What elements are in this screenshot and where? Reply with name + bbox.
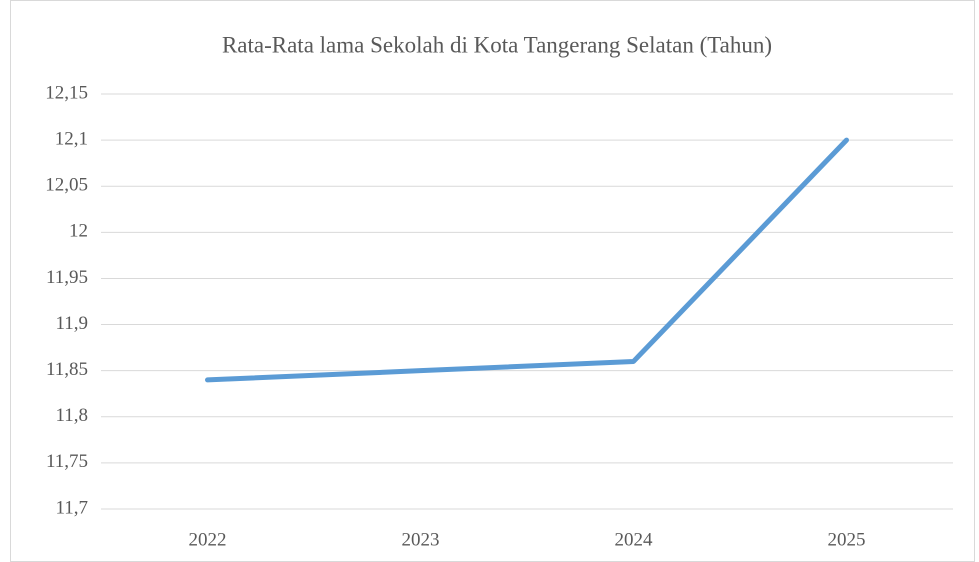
y-tick-label: 11,75 — [46, 451, 88, 472]
x-tick-label: 2025 — [828, 529, 866, 550]
x-tick-label: 2023 — [402, 529, 440, 550]
y-tick-label: 11,95 — [46, 267, 88, 288]
data-line — [205, 137, 849, 383]
y-tick-label: 11,85 — [46, 359, 88, 380]
chart-frame — [10, 0, 975, 562]
y-tick-label: 12 — [69, 221, 88, 242]
x-tick-label: 2024 — [615, 529, 654, 550]
x-tick-label: 2022 — [189, 529, 227, 550]
y-tick-label: 12,15 — [45, 82, 88, 103]
y-tick-label: 11,8 — [55, 405, 88, 426]
y-tick-label: 11,7 — [55, 497, 88, 518]
chart-title: Rata-Rata lama Sekolah di Kota Tangerang… — [222, 32, 772, 57]
y-tick-label: 12,1 — [55, 128, 88, 149]
y-tick-label: 12,05 — [45, 175, 88, 196]
y-tick-label: 11,9 — [55, 313, 88, 334]
